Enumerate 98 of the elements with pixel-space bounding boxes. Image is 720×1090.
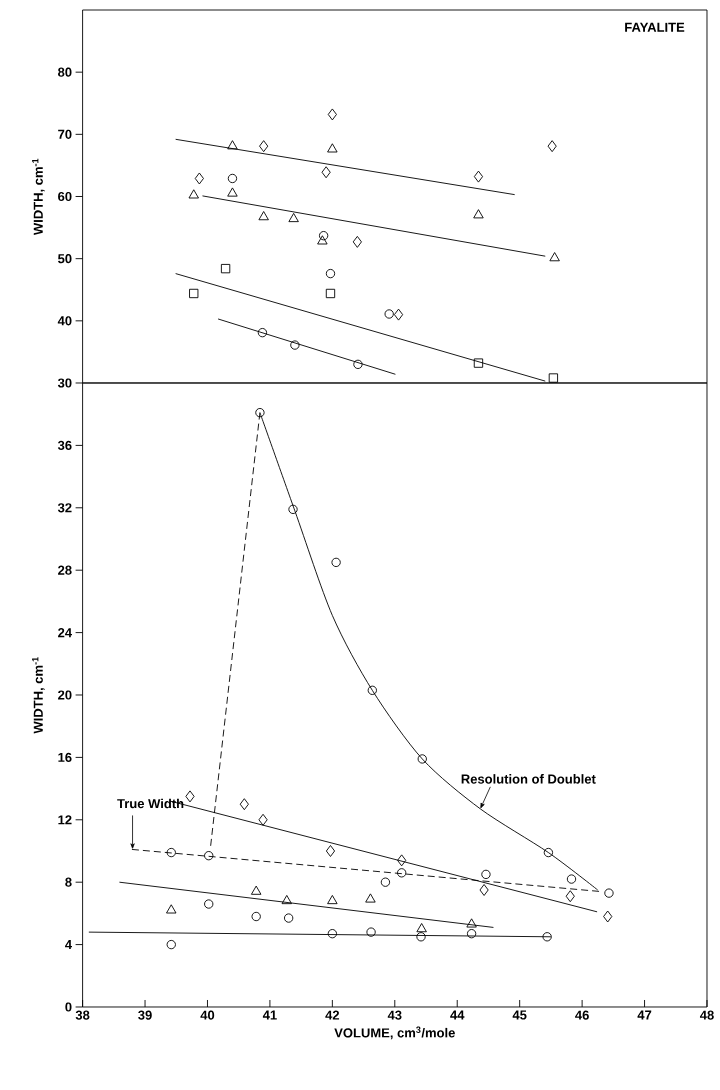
point — [479, 884, 489, 896]
point — [239, 798, 249, 811]
point — [466, 918, 477, 928]
point — [366, 927, 376, 937]
point — [194, 172, 204, 185]
point — [547, 140, 557, 153]
point — [393, 308, 404, 321]
point — [227, 140, 238, 150]
point — [255, 407, 265, 418]
x-tick-label: 41 — [262, 1010, 277, 1020]
point — [257, 327, 268, 338]
y-tick-label: 28 — [58, 565, 72, 575]
point — [473, 209, 484, 219]
x-tick-label: 38 — [75, 1010, 90, 1020]
x-tick-label: 48 — [699, 1010, 714, 1020]
point — [284, 913, 294, 923]
point — [250, 885, 262, 895]
point — [189, 288, 199, 299]
point — [327, 108, 337, 121]
y-tick-label: 60 — [58, 191, 72, 202]
x-tick-label: 46 — [575, 1010, 589, 1020]
x-tick-label: 47 — [637, 1010, 652, 1020]
point — [473, 358, 484, 368]
point — [566, 874, 577, 884]
point — [188, 189, 199, 199]
point — [166, 847, 176, 858]
point — [288, 504, 298, 514]
point — [380, 877, 391, 887]
y-axis-title: WIDTH, cm$^{-1}$ — [32, 158, 45, 236]
x-tick-label: 42 — [325, 1010, 340, 1020]
point — [259, 140, 269, 153]
point — [185, 790, 195, 803]
point — [384, 309, 394, 319]
point — [603, 910, 613, 923]
point — [481, 869, 491, 880]
point — [227, 173, 238, 184]
point — [327, 894, 338, 905]
y-tick-label: 0 — [65, 1002, 72, 1012]
point — [325, 268, 336, 279]
point — [543, 847, 554, 858]
point — [281, 894, 292, 905]
y-tick-label: 20 — [58, 690, 72, 700]
annotation: FAYALITE — [625, 22, 685, 32]
x-axis-title: VOLUME, cm$^{3}$/mole — [334, 1026, 455, 1040]
x-tick-label: 44 — [450, 1010, 465, 1020]
point — [352, 235, 362, 248]
point — [166, 939, 176, 950]
x-tick-label: 45 — [512, 1010, 527, 1020]
point — [397, 868, 407, 878]
point — [327, 143, 338, 153]
point — [353, 359, 363, 369]
y-tick-label: 16 — [58, 752, 72, 762]
point — [416, 923, 427, 933]
point — [220, 263, 231, 274]
point — [327, 929, 337, 939]
annotation: True Width — [117, 798, 184, 809]
point — [321, 166, 331, 179]
point — [288, 212, 299, 223]
y-tick-label: 70 — [58, 129, 72, 139]
point — [227, 187, 238, 197]
point — [166, 904, 177, 914]
point — [204, 899, 214, 909]
point — [290, 340, 300, 350]
point — [416, 932, 426, 942]
point — [325, 288, 336, 299]
x-tick-label: 40 — [200, 1010, 215, 1020]
y-tick-label: 50 — [58, 254, 72, 264]
point — [258, 211, 269, 221]
point — [318, 231, 329, 241]
point — [365, 893, 376, 903]
point — [204, 851, 214, 861]
point — [466, 929, 477, 939]
point — [548, 373, 559, 383]
x-tick-label: 43 — [387, 1010, 402, 1020]
y-tick-label: 40 — [57, 316, 72, 326]
y-tick-label: 80 — [58, 67, 72, 77]
point — [604, 888, 614, 898]
y-tick-label: 30 — [57, 378, 72, 388]
point — [549, 252, 560, 262]
y-tick-label: 8 — [65, 877, 72, 887]
y-tick-label: 4 — [65, 940, 72, 950]
annotation: Resolution of Doublet — [461, 774, 596, 784]
y-tick-label: 12 — [58, 815, 72, 825]
point — [251, 911, 261, 922]
y-axis-title: WIDTH, cm$^{-1}$ — [32, 657, 45, 734]
point — [397, 854, 407, 867]
point — [473, 170, 484, 183]
point — [325, 845, 336, 857]
point — [258, 813, 268, 826]
x-tick-label: 39 — [138, 1010, 152, 1020]
point — [367, 685, 377, 695]
point — [417, 754, 427, 764]
y-tick-label: 36 — [57, 440, 72, 450]
point — [565, 890, 575, 903]
y-tick-label: 24 — [58, 628, 72, 638]
y-tick-label: 32 — [57, 503, 72, 513]
point — [331, 557, 341, 568]
point — [317, 235, 328, 245]
